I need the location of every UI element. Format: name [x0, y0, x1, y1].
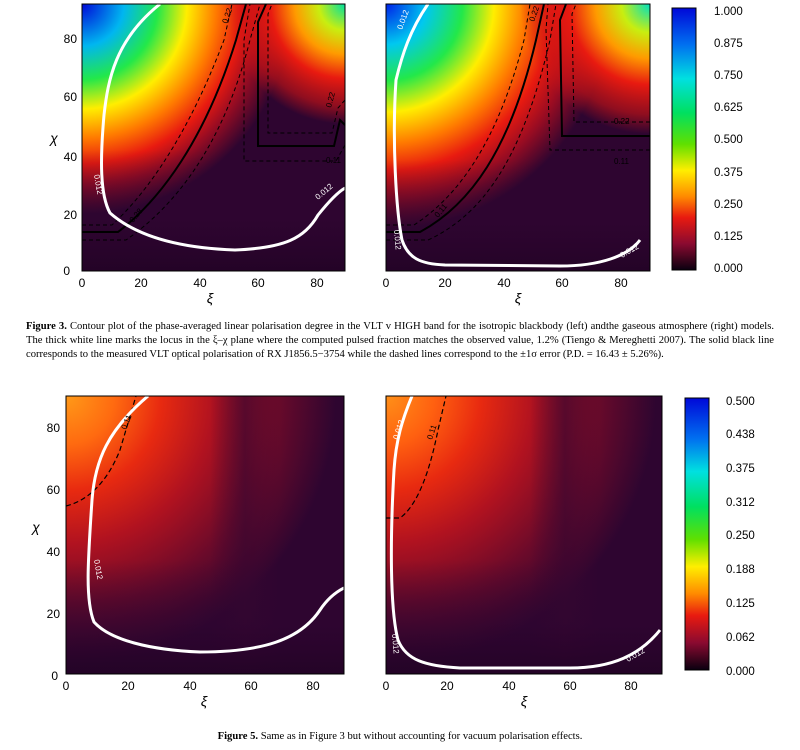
fig5-right-xtick-0: 0 — [383, 679, 390, 693]
fig3-left-xtick-40: 40 — [193, 276, 207, 290]
fig5-left-xtick-80: 80 — [306, 679, 320, 693]
fig3-cbar-tick-7: 0.125 — [714, 231, 743, 243]
figure3-caption: Figure 3. Contour plot of the phase-aver… — [26, 320, 774, 363]
fig5-cbar-tick-2: 0.375 — [726, 463, 755, 475]
fig5-cbar-tick-1: 0.438 — [726, 429, 755, 441]
fig3-right-xtick-60: 60 — [555, 276, 569, 290]
fig3-cbar-tick-8: 0.000 — [714, 263, 743, 275]
fig5-right-label-3: 0.012 — [390, 633, 401, 654]
fig3-cbar-tick-0: 1.000 — [714, 6, 743, 18]
fig5-left-ylabel: χ — [30, 519, 40, 535]
fig3-right-label-7: 0.11 — [614, 157, 630, 166]
fig3-left-ylabel: χ — [48, 130, 58, 146]
fig3-right-label-5: 0.22 — [614, 117, 630, 126]
fig3-cbar-tick-1: 0.875 — [714, 38, 743, 50]
fig3-cbar-tick-5: 0.375 — [714, 167, 743, 179]
figure5-caption-label: Figure 5. — [217, 731, 259, 742]
fig5-right-xtick-40: 40 — [502, 679, 516, 693]
fig3-left-xtick-20: 20 — [134, 276, 148, 290]
fig3-right-frame — [385, 3, 651, 272]
fig3-left-xlabel: ξ — [207, 290, 214, 306]
fig3-right-label-2: 0.012 — [392, 229, 403, 250]
fig5-left-frame — [65, 395, 345, 675]
fig3-cbar-tick-4: 0.500 — [714, 134, 743, 146]
fig3-left-axes: 0 20 40 60 80 χ 0 20 40 60 80 ξ — [48, 32, 324, 306]
figure3-caption-text: Contour plot of the phase-averaged linea… — [26, 321, 774, 361]
fig3-left-ytick-60: 60 — [64, 90, 78, 104]
fig5-right-axes: 0 20 40 60 80 ξ — [383, 679, 638, 709]
fig5-left-panel — [66, 396, 344, 674]
fig5-colorbar-ticks: 0.500 0.438 0.375 0.312 0.250 0.188 0.12… — [726, 396, 755, 678]
fig5-left-xtick-40: 40 — [183, 679, 197, 693]
fig3-colorbar — [671, 7, 697, 271]
fig3-right-xtick-40: 40 — [497, 276, 511, 290]
fig3-cbar-tick-3: 0.625 — [714, 102, 743, 114]
fig3-cbar-tick-2: 0.750 — [714, 70, 743, 82]
figure3-caption-label: Figure 3. — [26, 321, 67, 332]
fig5-left-ytick-60: 60 — [47, 483, 61, 497]
fig3-left-ytick-40: 40 — [64, 150, 78, 164]
fig3-left-label-4: 0.22 — [324, 91, 337, 109]
fig5-left-xlabel: ξ — [201, 693, 208, 709]
figure5-caption: Figure 5. Same as in Figure 3 but withou… — [0, 730, 800, 744]
fig5-cbar-tick-6: 0.125 — [726, 598, 755, 610]
fig5-left-ytick-80: 80 — [47, 421, 61, 435]
fig3-right-xtick-80: 80 — [614, 276, 628, 290]
fig5-cbar-tick-4: 0.250 — [726, 530, 755, 542]
fig3-left-label-1: 0.012 — [92, 174, 104, 196]
fig5-colorbar — [684, 397, 710, 671]
fig5-left-xtick-60: 60 — [244, 679, 258, 693]
fig5-cbar-tick-7: 0.062 — [726, 632, 755, 644]
fig3-right-xlabel: ξ — [515, 290, 522, 306]
fig5-right-panel — [386, 396, 662, 674]
fig5-left-ytick-20: 20 — [47, 607, 61, 621]
fig3-left-xtick-60: 60 — [251, 276, 265, 290]
fig3-right-xtick-0: 0 — [383, 276, 390, 290]
fig5-left-label-2: 0.012 — [92, 559, 104, 581]
fig3-left-panel — [82, 4, 345, 271]
fig3-cbar-tick-6: 0.250 — [714, 199, 743, 211]
fig3-right-xtick-20: 20 — [438, 276, 452, 290]
fig3-right-panel — [386, 4, 650, 271]
fig3-left-frame — [81, 3, 346, 272]
figure5-caption-text: Same as in Figure 3 but without accounti… — [260, 731, 583, 742]
fig5-cbar-tick-0: 0.500 — [726, 396, 755, 408]
fig3-left-ytick-20: 20 — [64, 208, 78, 222]
fig5-right-frame — [385, 395, 663, 675]
fig3-colorbar-ticks: 1.000 0.875 0.750 0.625 0.500 0.375 0.25… — [714, 6, 743, 275]
fig5-right-xtick-60: 60 — [563, 679, 577, 693]
fig5-right-xtick-20: 20 — [440, 679, 454, 693]
fig5-right-xtick-80: 80 — [624, 679, 638, 693]
fig3-right-axes: 0 20 40 60 80 ξ — [383, 276, 628, 306]
fig3-left-ytick-0: 0 — [63, 264, 70, 278]
fig5-cbar-tick-8: 0.000 — [726, 666, 755, 678]
fig3-left-ytick-80: 80 — [64, 32, 78, 46]
fig5-right-xlabel: ξ — [521, 693, 528, 709]
fig5-left-ytick-0: 0 — [51, 669, 58, 683]
fig5-left-xtick-20: 20 — [121, 679, 135, 693]
fig5-left-axes: 0 20 40 60 80 χ 0 20 40 60 80 ξ — [30, 421, 320, 709]
fig3-left-label-6: 0.11 — [326, 156, 342, 165]
fig3-left-xtick-0: 0 — [79, 276, 86, 290]
fig5-left-ytick-40: 40 — [47, 545, 61, 559]
fig3-left-xtick-80: 80 — [310, 276, 324, 290]
fig5-left-xtick-0: 0 — [63, 679, 70, 693]
fig5-cbar-tick-5: 0.188 — [726, 564, 755, 576]
fig5-cbar-tick-3: 0.312 — [726, 497, 755, 509]
